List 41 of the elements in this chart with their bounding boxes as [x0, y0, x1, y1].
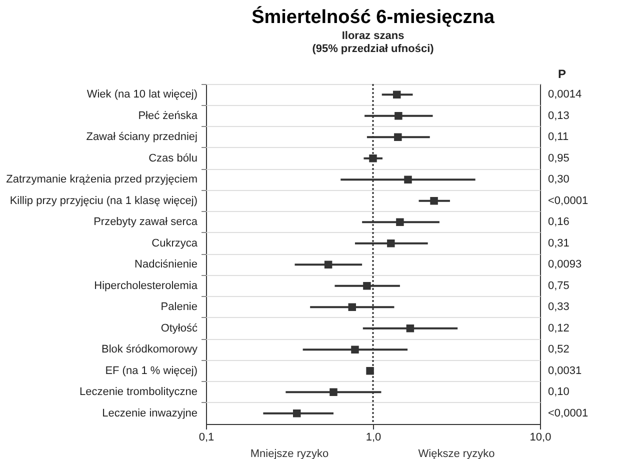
y2-axis-title: P — [558, 67, 566, 81]
y2-tick-label: 0,31 — [548, 237, 570, 250]
y-tick-label: Zatrzymanie krążenia przed przyjęciem — [6, 174, 198, 186]
text: Większe ryzyko — [418, 448, 495, 459]
y2-tick-label: 0,11 — [548, 131, 569, 144]
y2-tick-label: 0,33 — [548, 301, 570, 314]
y2-tick-label: 0,13 — [548, 110, 570, 122]
y-tick-label: Killip przy przyjęciu (na 1 klasę więcej) — [10, 194, 198, 207]
y-tick-label: Palenie — [160, 301, 198, 314]
y-tick-label: Płeć żeńska — [138, 110, 198, 122]
y2-tick-label: 0,10 — [548, 386, 570, 398]
y2-tick-label: <0,0001 — [548, 407, 588, 420]
y-tick-label: Blok śródkomorowy — [102, 344, 198, 356]
x-tick-label: 10,0 — [530, 432, 552, 444]
y-tick-label: Otyłość — [160, 322, 198, 334]
y-tick-label: EF (na 1 % więcej) — [105, 364, 198, 377]
y2-tick-label: <0,0001 — [548, 194, 588, 207]
y2-tick-label: 0,12 — [548, 322, 570, 334]
x-tick-label: 0,1 — [198, 432, 214, 444]
y-tick-label: Wiek (na 10 lat więcej) — [86, 88, 198, 101]
text: Iloraz szans — [342, 30, 404, 42]
y2-tick-label: 0,95 — [548, 152, 570, 164]
y2-tick-label: 0,52 — [548, 344, 570, 356]
y2-tick-label: 0,0014 — [548, 88, 582, 101]
y2-tick-label: 0,16 — [548, 216, 570, 228]
y-tick-label: Cukrzyca — [152, 237, 198, 250]
y-tick-label: Hipercholesterolemia — [94, 280, 198, 292]
y-tick-label: Czas bólu — [148, 152, 198, 164]
x-tick-label: 1,0 — [366, 432, 382, 444]
y-tick-label: Leczenie trombolityczne — [79, 386, 198, 398]
y2-tick-label: 0,75 — [548, 280, 570, 292]
text: (95% przedział ufności) — [312, 43, 434, 55]
y2-tick-label: 0,30 — [548, 174, 570, 186]
chart-title: Śmiertelność 6-miesięczna — [252, 6, 495, 28]
text: Mniejsze ryzyko — [250, 448, 329, 459]
y-tick-label: Zawał ściany przedniej — [86, 131, 198, 144]
y-tick-label: Leczenie inwazyjne — [102, 407, 198, 420]
y-tick-label: Przebyty zawał serca — [94, 216, 198, 228]
y-tick-label: Nadciśnienie — [134, 258, 198, 271]
y2-tick-label: 0,0093 — [548, 258, 582, 271]
y2-tick-label: 0,0031 — [548, 364, 582, 377]
